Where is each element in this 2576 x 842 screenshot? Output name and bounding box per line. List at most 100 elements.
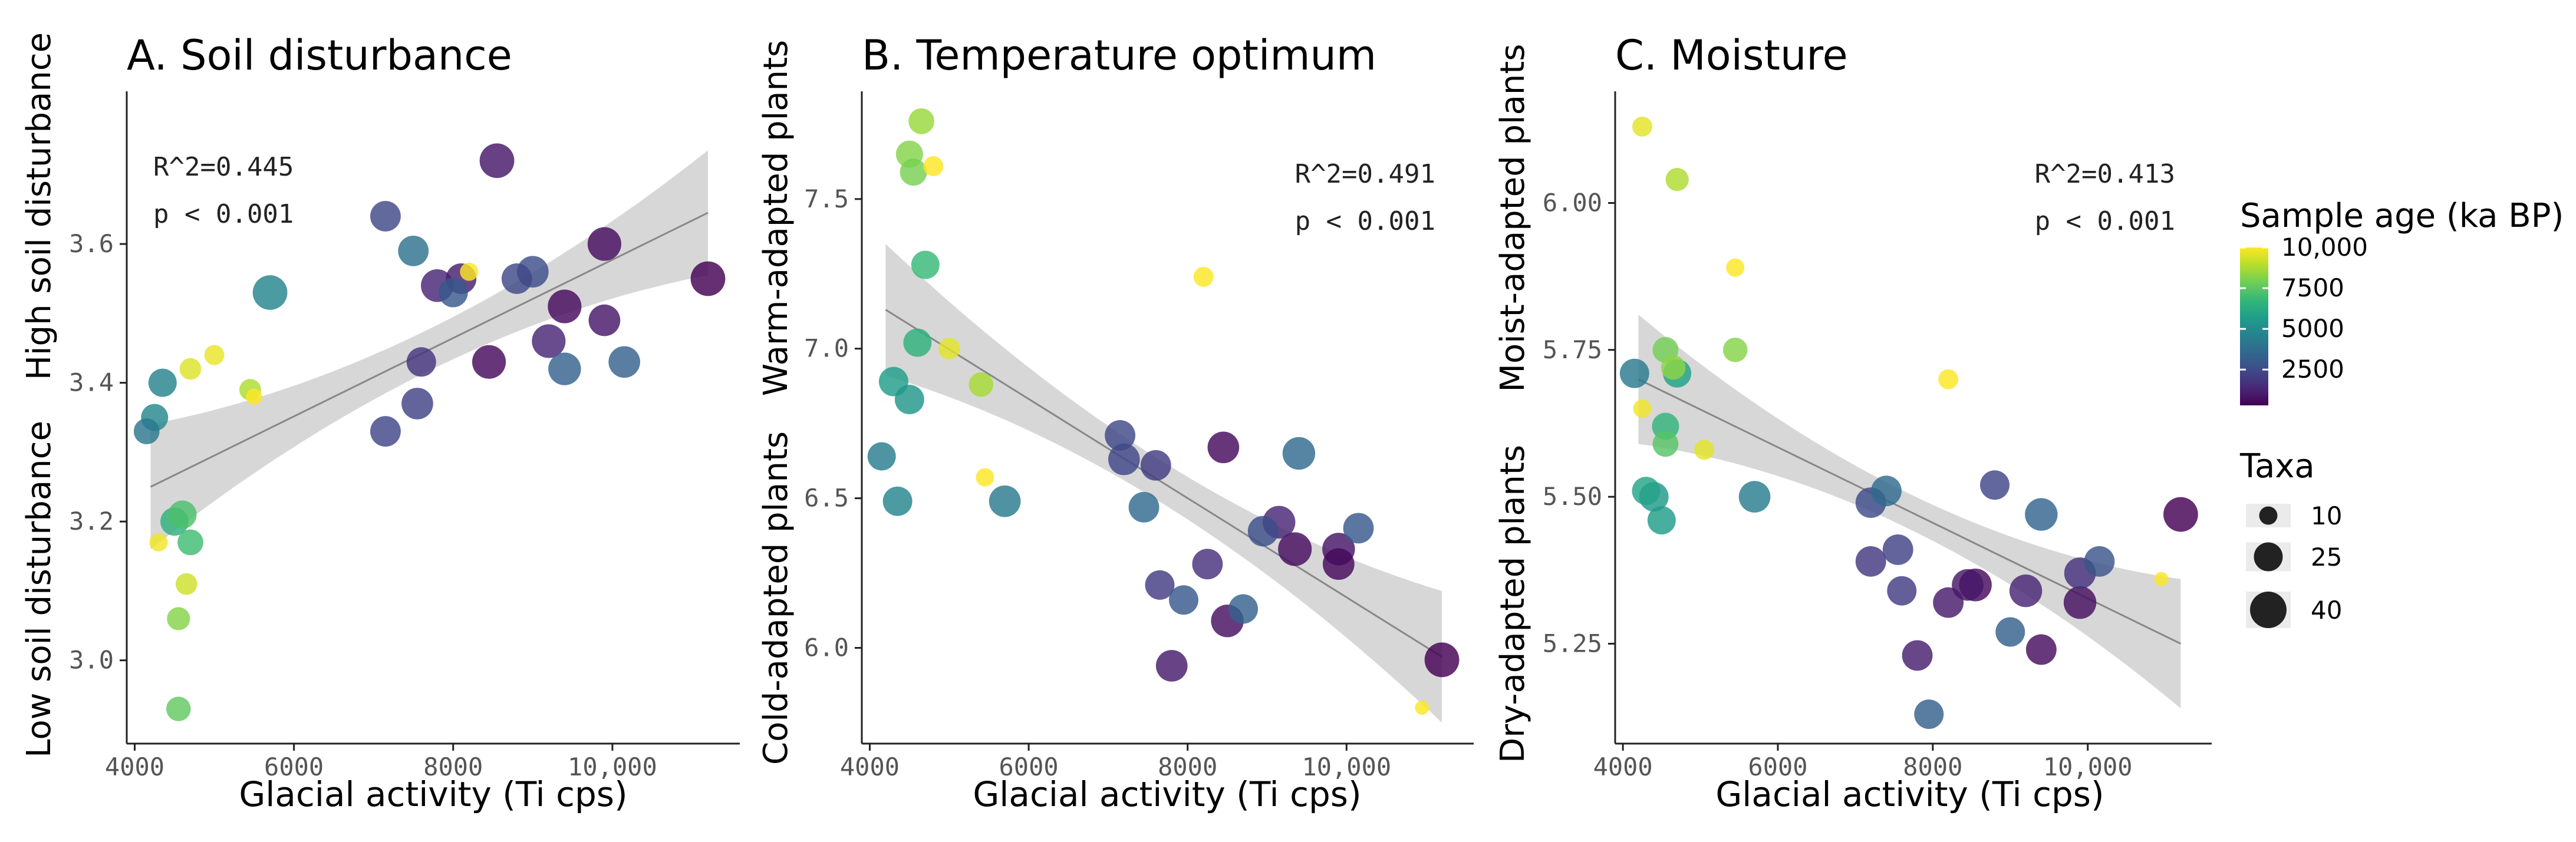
panel-c-r-squared: R^2=0.413	[2035, 159, 2175, 189]
size-key-label: 25	[2311, 543, 2342, 572]
panel-b-data-point	[1247, 516, 1279, 547]
panel-b-data-point	[989, 485, 1021, 517]
panel-c-data-point	[1726, 258, 1745, 277]
panel-b-data-point	[1207, 431, 1240, 464]
panel-soil-disturbance: A. Soil disturbance High soil disturbanc…	[20, 31, 740, 814]
panel-a-data-point	[479, 143, 515, 179]
panel-a-data-point	[548, 352, 581, 385]
panel-b-xtick-label: 10,000	[1302, 752, 1391, 781]
panel-a-xlabel: Glacial activity (Ti cps)	[239, 774, 627, 814]
panel-a-data-point	[168, 500, 197, 529]
panel-c-data-point	[1665, 167, 1689, 191]
panel-c-data-point	[1632, 116, 1652, 137]
color-legend-title: Sample age (ka BP)	[2240, 197, 2564, 235]
panel-b-data-point	[894, 385, 924, 415]
panel-b-data-point	[1168, 585, 1198, 615]
panel-b-xtick-label: 8000	[1158, 752, 1217, 781]
age-colorbar	[2240, 247, 2268, 405]
panel-a-data-point	[532, 324, 566, 358]
panel-c-p-value: p < 0.001	[2035, 206, 2175, 236]
panel-c-ylabel-low: Dry-adapted plants	[1494, 445, 1532, 763]
panel-c-data-point	[1661, 355, 1686, 380]
panel-a-p-value: p < 0.001	[153, 199, 294, 229]
panel-c-data-point	[1647, 506, 1676, 535]
size-key-circle	[2250, 592, 2287, 628]
panel-c-data-point	[1887, 576, 1917, 606]
panel-b-ytick-label: 7.0	[804, 334, 849, 363]
panel-c-x-ticks: 4000 6000 8000 10,000	[1593, 744, 2133, 781]
colorbar-label: 5000	[2281, 314, 2344, 343]
panel-b-data-point	[1145, 570, 1175, 600]
panel-a-data-point	[148, 368, 177, 397]
panel-c-data-point	[2063, 586, 2097, 619]
panel-b-data-point	[882, 486, 913, 516]
panel-c-data-point	[2025, 498, 2058, 531]
panel-c-data-point	[2084, 546, 2115, 577]
panel-a-data-point	[588, 304, 621, 336]
panel-c-xtick-label: 10,000	[2043, 752, 2133, 781]
panel-c-data-point	[1882, 534, 1913, 565]
panel-c-data-point	[1938, 369, 1959, 389]
panel-c-y-ticks: 5.25 5.50 5.75 6.00	[1543, 188, 1615, 658]
panel-c-ytick-label: 5.50	[1543, 482, 1602, 511]
panel-c-data-point	[1632, 477, 1661, 506]
color-legend-labels: 10,000 7500 5000 2500	[2240, 233, 2368, 384]
panel-c-xtick-label: 8000	[1903, 752, 1962, 781]
panel-a-data-point	[252, 275, 288, 310]
panel-b-y-ticks: 6.0 6.5 7.0 7.5	[804, 184, 862, 662]
panel-a-data-point	[133, 418, 160, 444]
colorbar-label: 10,000	[2281, 233, 2368, 262]
panel-temperature-optimum: B. Temperature optimum Warm-adapted plan…	[757, 31, 1474, 814]
panel-a-ytick-label: 3.2	[69, 507, 114, 536]
panel-a-data-point	[149, 533, 168, 552]
panel-a-ytick-label: 3.0	[69, 646, 114, 675]
panel-c-xtick-label: 4000	[1593, 752, 1653, 781]
panel-a-ytick-label: 3.4	[69, 368, 114, 397]
panel-b-ytick-label: 6.5	[804, 484, 849, 513]
panel-a-data-point	[370, 201, 401, 232]
panel-a-data-point	[398, 235, 429, 266]
panel-b-ytick-label: 6.0	[804, 633, 849, 662]
panel-a-data-point	[472, 345, 506, 379]
panel-a-data-point	[204, 345, 225, 365]
panel-b-trend-line	[885, 309, 1442, 658]
panel-a-data-point	[690, 261, 726, 296]
panel-b-title: B. Temperature optimum	[862, 31, 1376, 80]
panel-c-ytick-label: 5.25	[1543, 629, 1602, 658]
panel-c-title: C. Moisture	[1615, 31, 1848, 80]
panel-c-data-point	[1855, 546, 1886, 577]
panel-moisture: C. Moisture Moist-adapted plants Dry-ada…	[1494, 31, 2212, 814]
panel-b-data-point	[1322, 548, 1355, 580]
panel-b-data-point	[976, 468, 994, 487]
panel-b-data-point	[908, 108, 935, 134]
panel-a-data-point	[175, 573, 197, 595]
panel-a-data-point	[167, 607, 190, 630]
panel-c-regression-line	[1638, 378, 2182, 645]
panel-b-data-point	[911, 250, 940, 279]
panel-b-data-point	[900, 159, 927, 186]
legend: Sample age (ka BP) 10,000 7500 5000 2500 Ta…	[2239, 197, 2564, 628]
panel-b-data-point	[903, 328, 932, 357]
panel-b-points	[867, 108, 1460, 715]
panel-b-data-point	[867, 442, 896, 471]
colorbar-label: 2500	[2281, 355, 2344, 384]
size-legend-title: Taxa	[2239, 447, 2315, 486]
panel-b-r-squared: R^2=0.491	[1295, 159, 1435, 189]
panel-c-data-point	[2009, 574, 2043, 607]
panel-a-data-point	[401, 388, 433, 420]
panel-a-ytick-label: 3.6	[69, 229, 114, 258]
panel-c-data-point	[1914, 699, 1944, 729]
panel-b-data-point	[1415, 701, 1429, 715]
panel-c-data-point	[1995, 617, 2025, 647]
panel-a-ylabel-low: Low soil disturbance	[20, 421, 58, 758]
size-key-circle	[2254, 542, 2283, 572]
panel-c-data-point	[1694, 440, 1715, 460]
panel-b-data-point	[923, 156, 944, 176]
panel-a-data-point	[438, 278, 468, 308]
panel-c-data-point	[1980, 470, 2010, 500]
panel-c-data-point	[1933, 587, 1964, 618]
panel-c-data-point	[2025, 634, 2057, 665]
panel-a-x-ticks: 4000 6000 8000 10,000	[105, 744, 657, 781]
panel-b-data-point	[1105, 420, 1136, 451]
panel-c-data-point	[1871, 476, 1902, 507]
